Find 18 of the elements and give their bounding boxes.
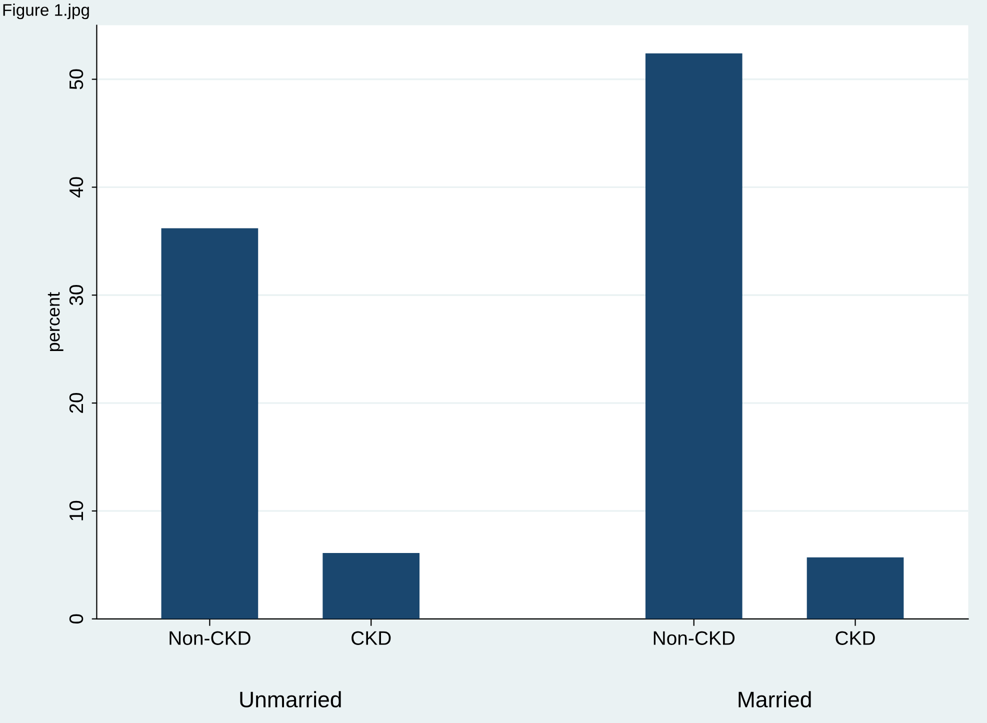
text: Unmarried: [240, 691, 341, 708]
x-tick-label: Non-CKD: [170, 631, 250, 645]
caption: Figure 1.jpg: [3, 4, 89, 20]
y-tick-label: 10: [69, 500, 84, 520]
y-tick-label: 0: [69, 614, 84, 624]
y-tick-label: 50: [69, 69, 84, 90]
y-axis-title: percent: [48, 292, 64, 352]
bar: [645, 53, 742, 619]
y-tick-label: 30: [69, 285, 84, 306]
x-tick-label: CKD: [836, 631, 875, 645]
x-tick-label: Non-CKD: [654, 631, 735, 645]
bar: [161, 228, 258, 619]
y-tick-label: 20: [69, 392, 84, 413]
bar: [322, 553, 420, 619]
bar: [806, 557, 904, 619]
y-tick-label: 40: [69, 177, 84, 198]
x-tick-label: CKD: [352, 631, 391, 645]
text: Married: [738, 691, 811, 708]
